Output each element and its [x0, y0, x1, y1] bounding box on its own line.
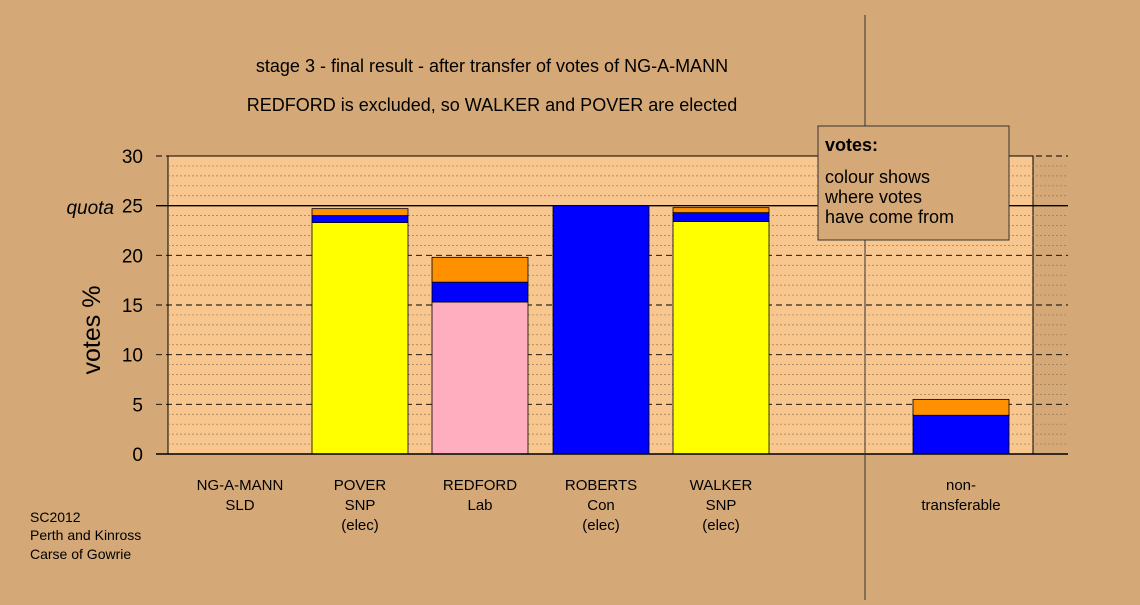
x-category-label: NG-A-MANN SLD: [197, 477, 284, 514]
chart-subtitle: REDFORD is excluded, so WALKER and POVER…: [247, 95, 738, 115]
x-category-label: POVER SNP (elec): [334, 477, 387, 534]
bar-segment-con: [311, 215, 409, 223]
bar-stack: [311, 208, 409, 455]
x-category-label: REDFORD Lab: [443, 477, 517, 514]
footer-line: Carse of Gowrie: [30, 546, 131, 562]
x-axis-labels: NG-A-MANN SLD POVER SNP (elec) REDFORD Lab ROBE…: [197, 477, 1001, 534]
bar-segment-sld: [912, 398, 1010, 416]
bar-segment-con: [431, 281, 529, 303]
bar-segment-con: [912, 414, 1010, 455]
bar-segment-con: [552, 205, 650, 455]
bar-stack: [912, 398, 1010, 455]
y-tick-label: 0: [132, 445, 143, 466]
bar-stack: [431, 256, 529, 455]
bar-segment-con: [672, 212, 770, 222]
footer-line: Perth and Kinross: [30, 527, 141, 543]
y-axis: 0 5 10 15 20 25 30: [122, 147, 1068, 466]
legend-line: colour shows: [825, 167, 930, 187]
bar-segment-sld: [311, 208, 409, 217]
y-axis-label: votes %: [78, 286, 106, 375]
legend-line: where votes: [824, 187, 922, 207]
x-category-label: ROBERTS Con (elec): [565, 477, 637, 534]
y-tick-label: 15: [122, 296, 143, 317]
bar-segment-sld: [672, 207, 770, 214]
y-tick-label: 5: [132, 395, 143, 416]
bars: [311, 205, 1010, 455]
x-category-label: non-transferable: [921, 477, 1000, 514]
footer-source: SC2012 Perth and Kinross Carse of Gowrie: [30, 509, 141, 562]
bar-stack: [672, 207, 770, 455]
bar-segment-snp: [311, 222, 409, 455]
legend-frame: [817, 125, 1010, 241]
quota-label: quota: [66, 198, 114, 219]
legend-box: votes: colour shows where votes have com…: [817, 125, 1010, 241]
y-tick-label: 30: [122, 147, 143, 168]
y-tick-label: 25: [122, 197, 143, 218]
chart-title: stage 3 - final result - after transfer …: [256, 56, 728, 76]
legend-line: have come from: [825, 207, 954, 227]
y-tick-label: 20: [122, 246, 143, 267]
bar-segment-snp: [672, 221, 770, 455]
legend-heading: votes:: [825, 135, 878, 155]
x-category-label: WALKER SNP (elec): [690, 477, 753, 534]
bar-segment-sld: [431, 256, 529, 283]
bar-segment-lab: [431, 301, 529, 455]
footer-line: SC2012: [30, 509, 81, 525]
bar-stack: [552, 205, 650, 455]
y-tick-label: 10: [122, 346, 143, 367]
